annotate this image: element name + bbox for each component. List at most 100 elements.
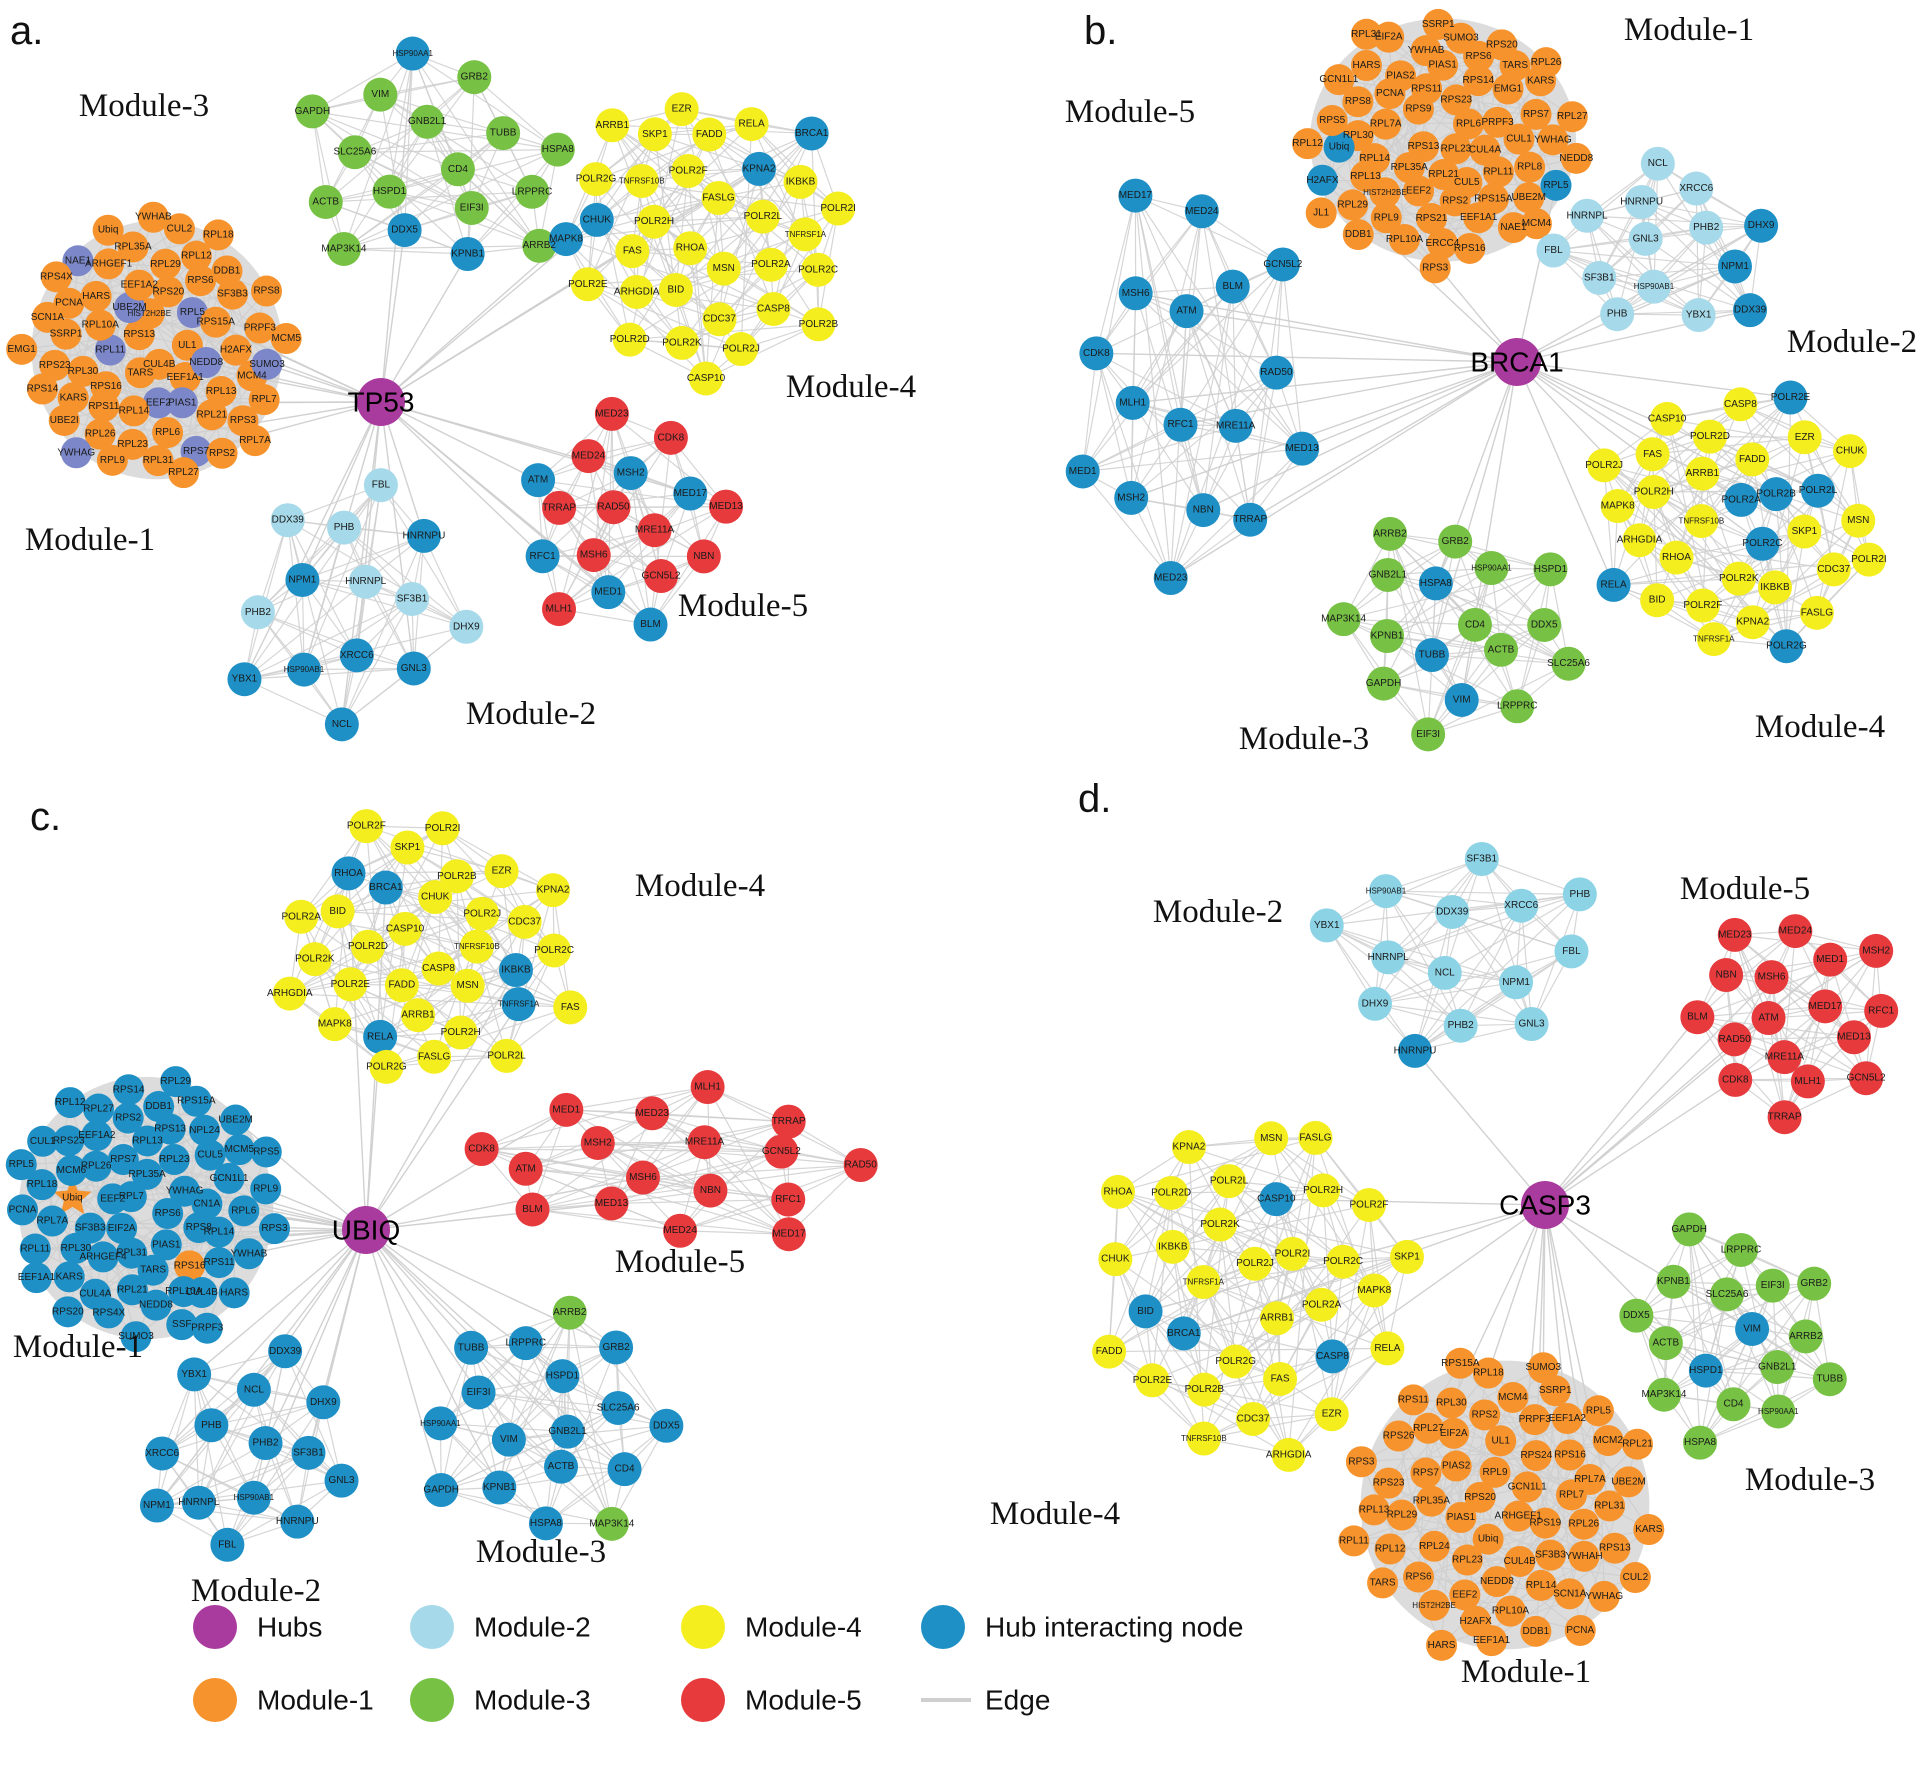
edge [478,1391,667,1427]
hub-edge [1544,1204,1611,1507]
node-CDK8 [1079,336,1114,371]
edge [1695,188,1700,316]
node-RAD50 [843,1147,878,1182]
node-POLR2K [664,325,699,360]
node-GNL3 [1628,221,1663,256]
edge [1645,238,1751,311]
edge [1114,1258,1333,1415]
node-POLR2G [1218,1344,1253,1379]
node-BID [320,894,355,929]
node-RPS26 [1383,1420,1415,1452]
node-EMG1 [1492,73,1524,105]
node-GCN1L1 [1323,64,1355,96]
node-RPS7 [1520,98,1552,130]
node-RPS16 [1554,1439,1586,1471]
node-PRPF3 [1519,1404,1551,1436]
node-EEF1A2 [123,269,155,301]
edge [1383,624,1545,685]
node-MAPK8 [1600,489,1635,524]
edge [198,1350,286,1503]
node-HSP90AA1 [423,1406,458,1441]
node-EEF1A2 [1551,1403,1583,1435]
node-ARHGDIA [1271,1437,1306,1472]
node-XRCC6 [145,1436,180,1471]
node-POLR2L [1212,1164,1247,1199]
node-MED17 [1808,989,1843,1024]
node-SF3B1 [291,1435,326,1470]
node-MSN [706,251,741,286]
node-PIAS1 [166,387,198,419]
node-RPS15A [1444,1347,1476,1379]
edge [1134,195,1303,449]
node-NBN [693,1173,728,1208]
node-RPL13 [1350,160,1382,192]
edge [681,181,802,344]
node-RPL29 [1337,189,1369,221]
node-MED13 [594,1186,629,1221]
edge [1185,310,1251,520]
node-PHB [327,510,362,545]
node-RPL10A [84,309,116,341]
edge [1170,1137,1272,1194]
edge [1170,1192,1254,1420]
node-NPL24 [189,1114,221,1146]
edge [1434,1545,1542,1586]
node-POLR2A [1724,482,1759,517]
hub-edge [1461,361,1518,701]
edge [1603,464,1763,545]
edge [244,581,367,680]
legend-swatch-hubs [193,1605,237,1649]
edge [21,334,140,350]
hub-edge [36,1229,367,1279]
edge [1688,1228,1831,1380]
node-SCN1A [31,301,63,333]
node-GCN5L2 [764,1134,799,1169]
module-label-Module-4: Module-4 [786,369,916,405]
node-MRE11A [637,513,672,548]
node-RPL35A [117,231,149,263]
legend-label-module-2: Module-2 [474,1612,591,1643]
edge [1665,1283,1815,1344]
legend-label-hubs: Hubs [257,1612,322,1643]
module-label-Module-1: Module-1 [13,1329,143,1365]
node-RAD50 [1717,1022,1752,1057]
edge [1520,905,1533,1025]
hub-edge [1542,1204,1546,1368]
hub-edge [123,1158,367,1231]
node-SF3B1 [1582,260,1617,295]
edge [1374,981,1517,1005]
edge [478,1392,613,1525]
hub-edge [1516,361,1777,495]
node-MLH1 [1115,385,1150,420]
edge [1726,1294,1779,1412]
node-MED1 [591,575,626,610]
edge [681,269,819,344]
nodes-layer [1092,841,1899,1661]
nodes-layer [5,809,878,1562]
edge [1082,471,1172,579]
node-MED13 [1285,431,1320,466]
edge [1653,491,1776,588]
edge [1326,924,1517,983]
edge [343,245,540,250]
edge [1145,1310,1254,1420]
node-CASP10 [689,361,724,396]
hub-edge [365,969,517,1231]
edge [1203,1281,1388,1349]
hub-edge [1332,1204,1546,1357]
node-ARHGEF4 [87,1241,119,1273]
edge [1171,1189,1324,1194]
edge [1389,533,1569,665]
node-POLR2D [612,322,647,357]
edge [612,507,652,625]
node-CHUK [418,880,453,915]
node-POLR2I [425,811,460,846]
node-TNFRSF1A [1696,622,1731,657]
node-SF3B3 [1535,1539,1567,1571]
node-RPL11 [1482,156,1514,188]
node-POLR2F [1351,1187,1386,1222]
edge [302,579,467,628]
node-KPNB1 [450,237,485,272]
panel-a: CD4HSPD1GNB2L1EIF3ISLC25A6TUBBDDX5VIMLRP… [6,9,916,742]
edge [311,111,345,250]
